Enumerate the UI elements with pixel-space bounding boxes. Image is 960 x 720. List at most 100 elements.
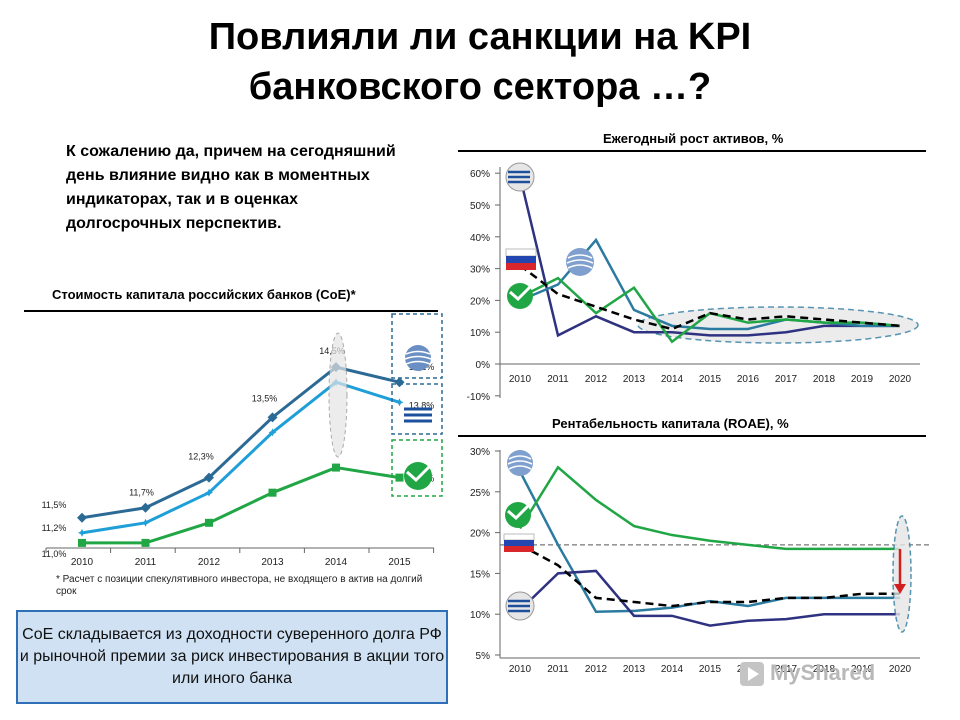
coe-x-tick-label: 2011 — [135, 557, 157, 568]
coe-point-vtb — [141, 518, 150, 527]
roae-x-tick-label: 2020 — [889, 664, 912, 675]
title-line-1: Повлияли ли санкции на KPI — [208, 16, 752, 58]
coe-vtb-box — [391, 383, 443, 435]
assets-y-tick-label: 50% — [470, 201, 490, 212]
assets-chart-title: Ежегодный рост активов, % — [603, 131, 784, 146]
gazprombank-logo-icon — [507, 450, 533, 476]
assets-x-tick-label: 2015 — [699, 374, 722, 385]
coe-point-gpb — [77, 512, 87, 523]
roae-series-line-rf — [519, 543, 900, 608]
assets-y-tick-label: 60% — [470, 169, 490, 180]
coe-point-gpb — [267, 412, 278, 423]
flag-white — [503, 533, 535, 541]
coe-footnote: * Расчет с позиции спекулятивного инвест… — [56, 574, 423, 597]
coe-point-sber — [332, 463, 340, 472]
roae-y-tick-label: 20% — [470, 529, 490, 540]
roae-series-line-gpb — [518, 470, 900, 614]
coe-data-label: 11,5% — [42, 500, 67, 510]
coe-x-tick-label: 2010 — [71, 557, 94, 568]
assets-x-tick-label: 2012 — [585, 374, 608, 385]
coe-x-tick-label: 2013 — [261, 557, 284, 568]
coe-point-gpb — [140, 502, 151, 513]
coe-point-vtb — [268, 428, 277, 437]
flag-red — [506, 263, 536, 270]
coe-data-label: 13,5% — [252, 393, 278, 403]
vtb-logo-icon — [404, 407, 432, 423]
coe-series-line-gpb — [81, 365, 400, 520]
roae-x-tick-label: 2011 — [547, 664, 569, 675]
assets-x-tick-label: 2016 — [737, 374, 760, 385]
coe-data-label: 13,8% — [409, 400, 435, 410]
assets-x-tick-label: 2017 — [775, 374, 798, 385]
coe-chart-title: Стоимость капитала российских банков (Co… — [52, 287, 356, 302]
coe-x-tick-label: 2015 — [388, 557, 411, 568]
flag-blue — [504, 540, 534, 546]
roae-x-tick-label: 2019 — [851, 664, 874, 675]
russia-flag-icon — [503, 533, 535, 552]
assets-y-tick-label: -10% — [467, 392, 490, 403]
roae-x-tick-label: 2017 — [775, 664, 798, 675]
coe-x-tick-label: 2012 — [198, 557, 221, 568]
assets-y-tick-label: 40% — [470, 233, 490, 244]
sberbank-logo-icon — [507, 283, 533, 309]
coe-series-line-sber — [82, 466, 400, 545]
roae-y-tick-label: 25% — [470, 488, 490, 499]
assets-y-tick-label: 0% — [476, 360, 491, 371]
sberbank-logo-check — [507, 503, 531, 521]
vtb-logo-bars — [508, 599, 530, 613]
roae-series-line-vtb — [519, 569, 900, 627]
coe-point-sber — [141, 538, 150, 547]
watermark: MyShared — [770, 660, 876, 685]
vtb-logo-bars — [404, 407, 432, 423]
intro-text: К сожалению да, причем на сегодняшний де… — [66, 143, 396, 232]
roae-2020-highlight — [892, 515, 912, 633]
coe-point-gpb — [204, 472, 214, 483]
roae-title-rule — [458, 435, 926, 437]
assets-y-tick-label: 30% — [470, 265, 490, 276]
coe-data-label: 12,3% — [188, 452, 214, 462]
roae-x-tick-label: 2014 — [661, 664, 684, 675]
coe-point-vtb — [205, 488, 213, 497]
coe-data-label: 11,2% — [42, 523, 67, 533]
flag-white — [505, 248, 537, 257]
flag-blue — [506, 256, 536, 263]
assets-title-rule — [458, 150, 926, 152]
coe-point-sber — [268, 488, 277, 497]
vtb-logo-bars — [508, 170, 530, 184]
assets-x-tick-label: 2020 — [889, 374, 912, 385]
assets-y-tick-label: 20% — [470, 296, 490, 307]
flag-red — [504, 546, 534, 552]
roae-x-tick-label: 2010 — [509, 664, 532, 675]
gazprombank-logo-stripes — [507, 455, 533, 470]
coe-point-vtb — [395, 398, 404, 407]
vtb-logo-icon — [505, 591, 535, 621]
page-title: Повлияли ли санкции на KPI банковского с… — [0, 12, 960, 112]
assets-x-tick-label: 2011 — [547, 374, 569, 385]
coe-x-tick-label: 2014 — [325, 557, 348, 568]
gazprombank-logo-stripes — [566, 254, 594, 269]
sberbank-logo-check — [406, 464, 432, 483]
coe-sber-box — [391, 439, 443, 497]
coe-data-label: 11,7% — [129, 488, 154, 498]
gazprombank-logo-icon — [566, 248, 594, 276]
coe-point-vtb — [78, 528, 86, 537]
assets-x-tick-label: 2018 — [813, 374, 836, 385]
gazprombank-logo-circle — [566, 248, 594, 276]
assets-x-tick-label: 2013 — [623, 374, 646, 385]
roae-series-line-sber — [518, 465, 900, 551]
roae-x-tick-label: 2018 — [813, 664, 836, 675]
gazprombank-logo-stripes — [404, 350, 432, 365]
assets-x-tick-label: 2014 — [661, 374, 684, 385]
roae-x-tick-label: 2015 — [699, 664, 722, 675]
russia-flag-icon — [505, 248, 537, 270]
roae-y-tick-label: 15% — [470, 569, 490, 580]
roae-x-tick-label: 2012 — [585, 664, 608, 675]
coe-2014-highlight — [328, 332, 348, 458]
assets-series-line-rf — [519, 264, 901, 331]
roae-decline-arrowhead — [894, 584, 906, 594]
roae-y-tick-label: 5% — [476, 651, 491, 662]
assets-y-tick-label: 10% — [470, 328, 490, 339]
gazprombank-logo-icon — [404, 345, 432, 371]
assets-x-tick-label: 2010 — [509, 374, 532, 385]
